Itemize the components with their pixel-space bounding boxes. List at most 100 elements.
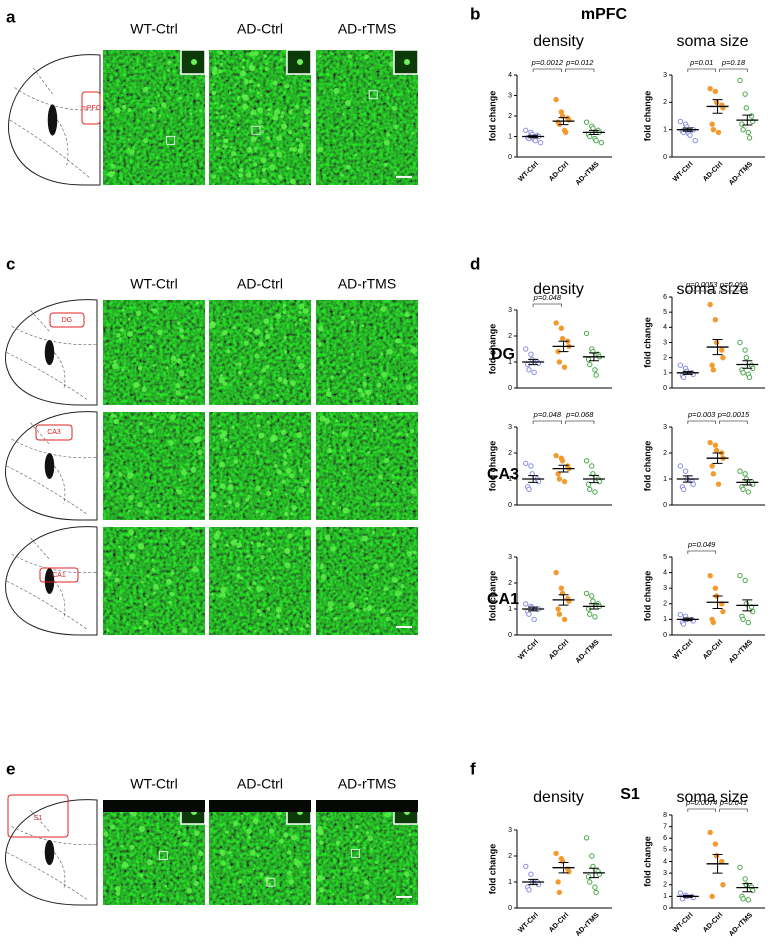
cell bbox=[343, 528, 347, 532]
cell bbox=[339, 506, 342, 509]
error-bar bbox=[682, 617, 693, 622]
cell bbox=[242, 94, 249, 101]
micrograph bbox=[316, 300, 418, 405]
significance-bracket bbox=[565, 420, 595, 424]
data-point bbox=[523, 863, 529, 870]
cell bbox=[252, 868, 255, 871]
cell bbox=[137, 543, 145, 550]
data-point bbox=[740, 126, 746, 133]
cell bbox=[324, 534, 331, 541]
y-tick-label: 0 bbox=[663, 632, 667, 639]
cell bbox=[259, 613, 263, 617]
cell bbox=[359, 619, 362, 622]
cell bbox=[178, 478, 182, 482]
error-bar bbox=[528, 606, 539, 612]
cell bbox=[317, 146, 324, 153]
data-point bbox=[737, 77, 743, 84]
cell bbox=[178, 370, 185, 377]
cell bbox=[380, 52, 383, 56]
error-bar bbox=[588, 129, 599, 135]
cell bbox=[354, 153, 358, 157]
data-point bbox=[587, 611, 593, 617]
cell bbox=[361, 535, 368, 542]
cell bbox=[352, 839, 355, 842]
error-bar bbox=[558, 340, 569, 353]
cell bbox=[215, 146, 220, 151]
cell bbox=[317, 325, 324, 332]
cell bbox=[220, 104, 224, 108]
cell bbox=[294, 104, 300, 109]
cell bbox=[256, 542, 262, 548]
data-point bbox=[719, 347, 725, 353]
x-tick-label: WT-Ctrl bbox=[517, 161, 540, 184]
cell bbox=[226, 349, 231, 354]
data-point bbox=[523, 346, 529, 352]
data-point bbox=[556, 611, 563, 617]
cell bbox=[114, 577, 120, 583]
cell bbox=[140, 580, 144, 584]
cell bbox=[360, 392, 366, 398]
cell bbox=[214, 62, 217, 65]
cell bbox=[166, 578, 172, 585]
y-tick-label: 1 bbox=[508, 359, 512, 366]
y-tick-label: 3 bbox=[508, 92, 512, 99]
x-tick-label: AD-rTMS bbox=[575, 161, 601, 187]
cell bbox=[357, 387, 363, 393]
cell bbox=[218, 165, 223, 170]
data-point bbox=[563, 129, 569, 136]
cell bbox=[193, 437, 199, 443]
cell bbox=[333, 87, 340, 95]
cell bbox=[336, 570, 339, 574]
cell bbox=[365, 389, 372, 396]
cell bbox=[267, 547, 272, 552]
cell bbox=[114, 107, 121, 114]
cell bbox=[298, 468, 304, 473]
atlas-region bbox=[7, 794, 69, 838]
cell bbox=[288, 130, 293, 135]
error-bar bbox=[558, 117, 569, 126]
y-tick-label: 8 bbox=[663, 812, 667, 819]
data-point bbox=[561, 478, 568, 485]
cell bbox=[165, 366, 169, 370]
cell bbox=[363, 607, 367, 612]
data-point bbox=[737, 339, 743, 346]
micrograph bbox=[209, 300, 311, 405]
chart-title: density bbox=[533, 281, 584, 298]
cell bbox=[276, 469, 282, 475]
p-value: p=0.18 bbox=[721, 58, 746, 67]
data-point bbox=[598, 139, 605, 146]
data-point bbox=[740, 896, 746, 902]
cell bbox=[186, 887, 193, 894]
data-point bbox=[537, 139, 544, 146]
y-tick-label: 2 bbox=[663, 99, 667, 106]
cell bbox=[276, 146, 280, 150]
cell bbox=[139, 421, 143, 426]
data-point bbox=[677, 463, 684, 469]
cell bbox=[272, 114, 279, 121]
cell bbox=[249, 65, 256, 72]
significance-bracket bbox=[687, 808, 716, 812]
atlas-region bbox=[49, 312, 85, 328]
data-point bbox=[680, 621, 687, 627]
cell bbox=[386, 840, 390, 844]
cell bbox=[298, 311, 302, 315]
cell bbox=[352, 866, 359, 872]
y-tick-label: 6 bbox=[663, 294, 667, 301]
chart-title: density bbox=[533, 789, 584, 806]
cell bbox=[256, 585, 263, 593]
cell bbox=[271, 576, 276, 580]
cell bbox=[302, 122, 308, 128]
data-point bbox=[710, 367, 717, 373]
cell bbox=[250, 62, 254, 66]
ventricle bbox=[44, 568, 55, 594]
data-point bbox=[712, 841, 719, 847]
cell bbox=[361, 549, 364, 552]
cell bbox=[157, 329, 163, 336]
cell bbox=[236, 872, 239, 875]
cell bbox=[274, 899, 279, 903]
cell bbox=[212, 322, 217, 326]
cell bbox=[295, 137, 300, 142]
significance-bracket bbox=[719, 420, 748, 424]
cell bbox=[227, 484, 234, 491]
data-point bbox=[528, 871, 534, 877]
